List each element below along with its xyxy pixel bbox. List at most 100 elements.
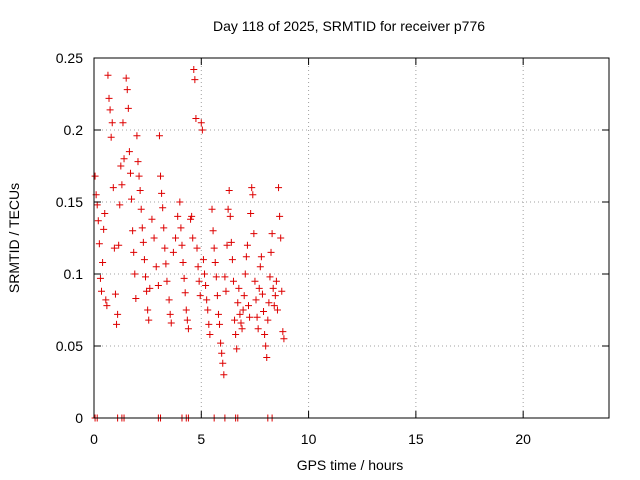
data-point bbox=[133, 132, 141, 140]
data-point bbox=[254, 325, 262, 333]
data-point bbox=[181, 289, 189, 297]
data-point bbox=[177, 224, 185, 232]
data-point bbox=[187, 215, 195, 223]
data-point bbox=[212, 273, 220, 281]
data-point bbox=[178, 241, 186, 249]
data-point bbox=[152, 263, 160, 271]
data-point bbox=[169, 248, 177, 256]
data-point bbox=[159, 204, 167, 212]
data-point bbox=[94, 217, 102, 225]
data-point bbox=[245, 302, 252, 310]
data-point bbox=[269, 284, 277, 292]
data-point bbox=[233, 345, 241, 353]
data-point bbox=[174, 212, 182, 220]
data-point bbox=[125, 148, 133, 156]
data-point bbox=[120, 155, 128, 163]
data-point bbox=[238, 325, 246, 333]
data-point bbox=[205, 320, 213, 328]
data-point bbox=[204, 306, 212, 314]
data-point bbox=[229, 277, 237, 285]
data-point bbox=[146, 284, 154, 292]
data-point bbox=[241, 270, 249, 278]
data-point bbox=[107, 133, 115, 141]
data-point bbox=[275, 184, 283, 192]
data-point bbox=[276, 212, 284, 220]
data-point bbox=[111, 290, 119, 298]
data-point bbox=[114, 310, 122, 318]
x-axis-label: GPS time / hours bbox=[297, 457, 404, 473]
data-point bbox=[221, 273, 229, 281]
data-point bbox=[249, 191, 257, 199]
data-point bbox=[198, 126, 206, 134]
data-point bbox=[165, 296, 173, 304]
data-point bbox=[264, 316, 272, 324]
data-point bbox=[201, 270, 209, 278]
data-point bbox=[195, 277, 203, 285]
y-tick-labels: 0 0.05 0.1 0.15 0.2 0.25 bbox=[56, 50, 83, 426]
data-point bbox=[113, 320, 121, 328]
data-point bbox=[260, 307, 268, 315]
x-tick-label: 0 bbox=[90, 431, 98, 447]
data-point bbox=[184, 325, 192, 333]
data-point bbox=[190, 66, 198, 74]
data-point bbox=[148, 215, 156, 223]
x-tick-label: 20 bbox=[515, 431, 531, 447]
data-point bbox=[183, 316, 191, 324]
data-point bbox=[256, 263, 264, 271]
data-point bbox=[150, 234, 158, 242]
data-point bbox=[162, 260, 170, 268]
data-point bbox=[262, 342, 270, 350]
data-point bbox=[98, 287, 106, 295]
data-point bbox=[271, 292, 279, 300]
data-point bbox=[109, 184, 117, 192]
data-point bbox=[93, 201, 101, 209]
data-point bbox=[265, 299, 273, 307]
data-point bbox=[257, 253, 265, 261]
data-point bbox=[197, 119, 205, 127]
data-point bbox=[124, 104, 132, 112]
data-point bbox=[139, 238, 147, 246]
data-point bbox=[194, 263, 202, 271]
data-point bbox=[247, 210, 255, 218]
y-tick-label: 0.15 bbox=[56, 194, 83, 210]
plot-frame bbox=[93, 57, 610, 419]
data-point bbox=[202, 282, 210, 290]
data-point bbox=[228, 256, 236, 264]
data-point bbox=[235, 284, 243, 292]
x-tick-labels: 0 5 10 15 20 bbox=[90, 431, 531, 447]
data-point bbox=[242, 253, 250, 261]
data-point bbox=[128, 195, 136, 203]
data-point bbox=[273, 306, 281, 314]
data-point bbox=[219, 359, 227, 367]
data-point bbox=[236, 310, 244, 318]
data-point bbox=[167, 319, 175, 327]
data-point bbox=[172, 234, 180, 242]
data-point bbox=[206, 330, 214, 338]
chart-title: Day 118 of 2025, SRMTID for receiver p77… bbox=[213, 18, 485, 34]
data-point bbox=[258, 290, 266, 298]
data-point bbox=[220, 371, 228, 379]
data-point bbox=[270, 302, 278, 310]
data-point bbox=[252, 296, 260, 304]
data-point bbox=[246, 313, 254, 321]
data-point bbox=[142, 273, 149, 281]
data-point bbox=[91, 172, 99, 180]
data-point bbox=[182, 306, 190, 314]
data-point bbox=[216, 320, 224, 328]
data-point bbox=[227, 238, 235, 246]
x-tick-label: 5 bbox=[197, 431, 205, 447]
data-point bbox=[106, 106, 114, 114]
data-point bbox=[268, 230, 276, 238]
data-point bbox=[115, 241, 123, 249]
y-axis-label: SRMTID / TECUs bbox=[6, 183, 22, 293]
data-point bbox=[188, 212, 196, 220]
data-point bbox=[208, 205, 216, 213]
axis-ticks bbox=[93, 57, 609, 419]
data-point bbox=[129, 227, 137, 235]
y-tick-label: 0.05 bbox=[56, 338, 83, 354]
data-point bbox=[240, 292, 248, 300]
data-point bbox=[100, 225, 108, 233]
data-point bbox=[211, 258, 219, 266]
data-point bbox=[145, 316, 153, 324]
